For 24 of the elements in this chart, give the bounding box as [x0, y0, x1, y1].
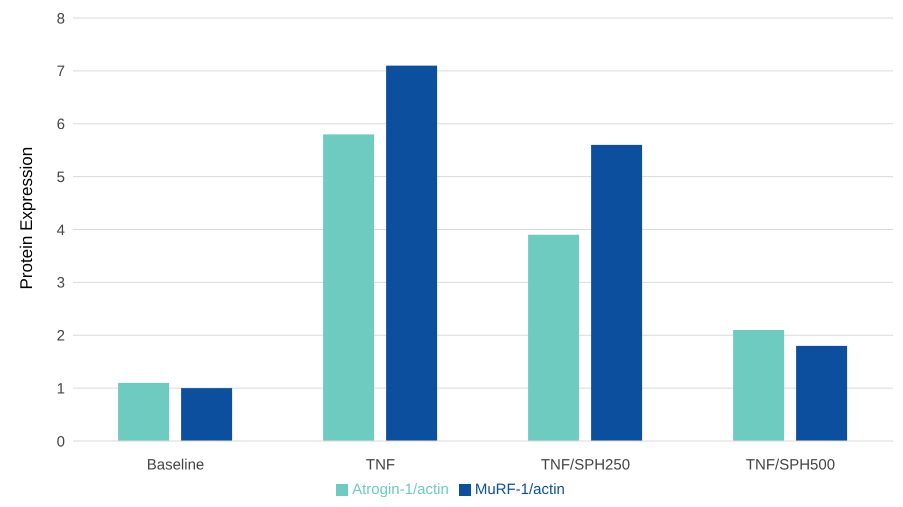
y-tick-label: 2 [56, 328, 65, 345]
bar [181, 388, 232, 441]
y-axis-title: Protein Expression [17, 146, 36, 290]
x-tick-label: TNF/SPH250 [540, 456, 630, 474]
y-tick-label: 5 [56, 168, 65, 186]
bar [528, 234, 580, 441]
y-tick-label: 7 [56, 63, 65, 80]
y-tick-label: 0 [56, 433, 65, 450]
legend-label: Atrogin-1/actin [352, 481, 449, 498]
x-tick-label: TNF [366, 456, 396, 474]
bar [386, 66, 438, 441]
bar [733, 330, 784, 441]
bar [591, 144, 642, 441]
bar [118, 382, 170, 441]
y-tick-label: 1 [56, 380, 65, 398]
x-tick-label: Baseline [146, 456, 204, 474]
x-tick-label: TNF/SPH500 [746, 456, 836, 474]
legend-label: MuRF-1/actin [474, 481, 565, 498]
y-tick-label: 4 [56, 222, 65, 239]
y-tick-label: 6 [56, 116, 65, 134]
y-tick-label: 8 [56, 10, 65, 28]
y-tick-label: 3 [56, 274, 65, 292]
bar [796, 346, 848, 441]
bar [323, 134, 374, 441]
